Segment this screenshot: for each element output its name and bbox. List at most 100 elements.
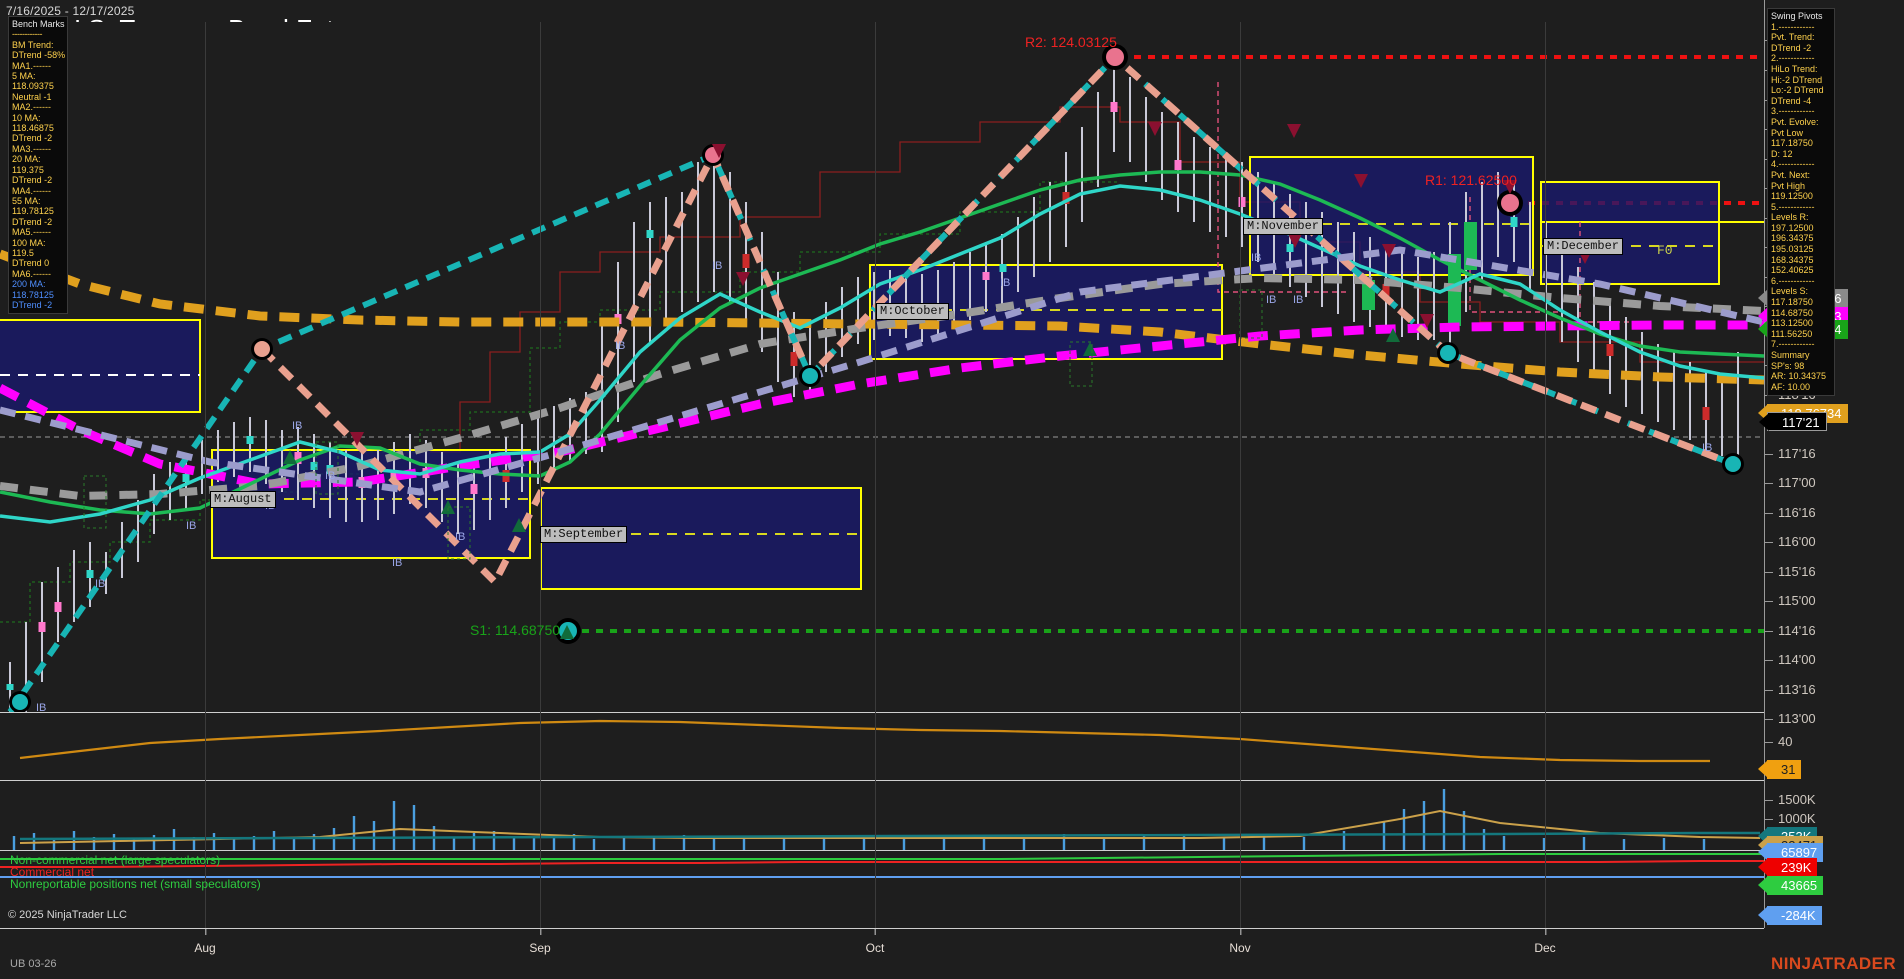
sp-line: Pvt High	[1771, 180, 1806, 191]
ib-mark: IB	[1266, 294, 1277, 306]
session-rect-july	[0, 319, 201, 413]
time-axis[interactable]: Aug Sep Oct Nov Dec	[0, 928, 1764, 958]
bm-row-value: 118.46875	[12, 123, 54, 134]
swing-pivots-panel[interactable]: Swing Pivots 1.------------ Pvt. Trend: …	[1767, 8, 1835, 397]
ib-mark: IB	[1251, 252, 1262, 264]
sp-line: 195.03125	[1771, 244, 1814, 255]
axis-tick: 113'00	[1765, 711, 1816, 726]
volume-ma-line	[19, 809, 1761, 844]
annotation-pivot-s1: S1: 114.68750	[470, 622, 561, 638]
bm-row-value: 119.375	[12, 164, 44, 175]
cot-legend-noncommercial: Non-commercial net (large speculators)	[10, 853, 221, 867]
price-chart-panel[interactable]: M:August M:September M:October M:Novembe…	[0, 22, 1764, 712]
annotation-month-december[interactable]: M:December	[1543, 238, 1624, 255]
sp-line: 152.40625	[1771, 265, 1814, 276]
sp-line: D: 12	[1771, 148, 1793, 159]
x-tick: Nov	[1229, 928, 1251, 955]
sp-line: 1.------------	[1771, 21, 1815, 32]
sp-line: 119.12500	[1771, 191, 1813, 202]
cot-noncommercial-net	[0, 853, 1764, 860]
sp-line: Lo:-2 DTrend	[1771, 85, 1824, 96]
cot-tag-noncommercial: 43665	[1757, 876, 1824, 895]
sp-line: SP's: 98	[1771, 360, 1805, 371]
signal-arrows	[283, 122, 1592, 639]
bm-row-value: 118.09375	[12, 81, 54, 92]
cot-legend-commercial: Commercial net	[10, 865, 95, 879]
bm-row-label: MA4.------	[12, 185, 51, 196]
oscillator-svg	[19, 719, 1710, 763]
axis-tick: 116'16	[1765, 505, 1816, 520]
axis-tick: 114'16	[1765, 623, 1816, 638]
sp-line: DTrend -2	[1771, 42, 1812, 53]
ib-mark: IB	[36, 702, 47, 712]
annotation-pivot-r2: R2: 124.03125	[1025, 34, 1117, 50]
annotation-f0-label: F0	[1657, 243, 1673, 258]
x-tick: Aug	[194, 928, 216, 955]
axis-tick: 116'00	[1765, 534, 1816, 549]
annotation-month-august[interactable]: M:August	[210, 491, 276, 508]
sp-line: Levels S:	[1771, 286, 1809, 297]
bench-marks-panel[interactable]: Bench Marks ------------ BM Trend: DTren…	[8, 16, 68, 315]
bm-row-label: BM Trend:	[12, 39, 54, 50]
sp-line: AF: 10.00	[1771, 381, 1811, 392]
sp-line: 114.68750	[1771, 307, 1813, 318]
x-tick: Oct	[866, 928, 884, 955]
bm-row-label: DTrend -2	[12, 299, 53, 310]
sp-line: AR: 10.34375	[1771, 371, 1827, 382]
session-rect-december	[1540, 181, 1764, 285]
ib-mark: IB	[1702, 442, 1713, 454]
bm-row-label: 10 MA:	[12, 112, 41, 123]
bm-row-value: 119.5	[12, 247, 34, 258]
ib-mark: IB	[95, 578, 106, 590]
sp-line: 197.12500	[1771, 222, 1814, 233]
cot-panel[interactable]: Non-commercial net (large speculators) C…	[0, 850, 1764, 928]
ninjatrader-logo: NINJATRADER	[1771, 954, 1896, 973]
sp-line: 117.18750	[1771, 138, 1813, 149]
ib-mark: IB	[292, 420, 303, 432]
sp-line: HiLo Trend:	[1771, 63, 1818, 74]
axis-tick: 115'00	[1765, 593, 1816, 608]
bm-row-label: 100 MA:	[12, 237, 46, 248]
date-range-label: 7/16/2025 - 12/17/2025	[6, 4, 135, 18]
sp-line: 3.------------	[1771, 106, 1815, 117]
channel-upper-step	[430, 106, 1764, 453]
axis-tick-vol: 1500K	[1765, 792, 1816, 807]
ib-mark: IB	[392, 557, 403, 569]
axis-tick: 117'16	[1765, 446, 1816, 461]
oscillator-panel[interactable]	[0, 712, 1764, 780]
volume-panel[interactable]	[0, 780, 1764, 850]
axis-tick-osc: 40	[1765, 734, 1792, 749]
bm-row-value: 118.78125	[12, 289, 54, 300]
x-tick: Sep	[529, 928, 551, 955]
sp-line: Pvt. Next:	[1771, 169, 1811, 180]
sp-line: 113.12500	[1771, 318, 1813, 329]
axis-tick: 114'00	[1765, 652, 1816, 667]
sp-line: 2.------------	[1771, 53, 1815, 64]
bm-row-label: 200 MA:	[12, 279, 46, 290]
bm-row-label: 5 MA:	[12, 71, 36, 82]
instrument-symbol-label: UB 03-26	[10, 958, 57, 970]
annotation-month-september[interactable]: M:September	[540, 526, 628, 543]
price-tag-last: 117'21	[1759, 412, 1827, 431]
x-tick: Dec	[1534, 928, 1556, 955]
sp-line: 196.34375	[1771, 233, 1814, 244]
bm-row-label: MA2.------	[12, 102, 51, 113]
annotation-month-october[interactable]: M:October	[876, 303, 949, 320]
bm-row-label: DTrend -2	[12, 175, 53, 186]
sp-line: Summary	[1771, 350, 1810, 360]
volume-teal-line	[19, 831, 1760, 841]
sp-line: Pvt. Evolve:	[1771, 116, 1819, 127]
sp-line: 4.------------	[1771, 159, 1815, 170]
ib-mark: IB	[325, 470, 336, 482]
oscillator-line	[19, 719, 1710, 763]
sp-line: 117.18750	[1771, 297, 1813, 308]
ib-mark: IB	[1000, 277, 1011, 289]
cot-legend-nonreportable: Nonreportable positions net (small specu…	[10, 877, 261, 891]
annotation-month-november[interactable]: M:November	[1243, 218, 1324, 235]
zigzag-lavender	[0, 246, 1764, 496]
sp-line: Pvt Low	[1771, 127, 1804, 138]
cot-tag-nonreportable: -284K	[1758, 906, 1822, 925]
ib-mark: IB	[186, 520, 197, 532]
bm-row-value: DTrend -58%	[12, 50, 66, 61]
